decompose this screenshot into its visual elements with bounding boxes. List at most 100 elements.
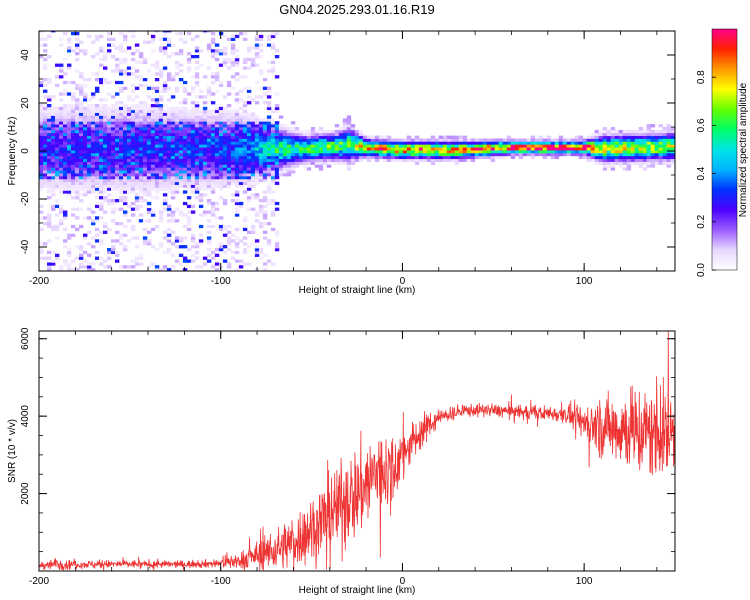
spectrogram-cell bbox=[334, 129, 340, 134]
spectrogram-cell bbox=[210, 55, 216, 59]
spectrogram-cell bbox=[194, 83, 200, 88]
spectrogram-cell bbox=[174, 176, 180, 180]
spectrogram-cell bbox=[83, 115, 88, 119]
spectrogram-cell bbox=[138, 256, 144, 260]
spectrogram-cell bbox=[79, 150, 84, 154]
spectrogram-cell bbox=[158, 170, 164, 174]
spectrogram-cell bbox=[107, 173, 112, 177]
spectrogram-cell bbox=[254, 138, 260, 142]
spectrogram-cell bbox=[222, 95, 228, 99]
spectrogram-cell bbox=[374, 155, 380, 160]
spectrogram-cell bbox=[39, 242, 44, 246]
spectrogram-cell bbox=[142, 129, 148, 134]
spectrogram-cell bbox=[107, 250, 112, 255]
spectrogram-cell bbox=[51, 190, 56, 194]
spectrogram-cell bbox=[142, 190, 148, 194]
spectrogram-cell bbox=[123, 178, 128, 183]
spectrogram-cell bbox=[242, 190, 248, 194]
spectrogram-cell bbox=[246, 121, 252, 125]
spectrogram-cell bbox=[51, 144, 56, 148]
spectrogram-cell bbox=[190, 245, 196, 249]
spectrogram-cell bbox=[234, 184, 240, 188]
spectrogram-cell bbox=[578, 135, 584, 139]
spectrogram-cell bbox=[150, 129, 156, 134]
spectrogram-cell bbox=[123, 132, 128, 137]
spectrogram-cell bbox=[594, 161, 600, 165]
spectrogram-cell bbox=[166, 72, 172, 76]
spectrogram-cell bbox=[79, 40, 84, 44]
spectrogram-cell bbox=[274, 104, 280, 108]
spectrogram-cell bbox=[178, 184, 184, 188]
spectrogram-cell bbox=[79, 92, 84, 96]
spectrogram-cell bbox=[646, 138, 652, 142]
spectrogram-cell bbox=[71, 181, 76, 185]
spectrogram-cell bbox=[111, 161, 116, 165]
spectrogram-cell bbox=[618, 144, 624, 148]
spectrogram-cell bbox=[558, 150, 564, 154]
spectrogram-cell bbox=[67, 92, 72, 96]
spectrogram-cell bbox=[138, 199, 144, 203]
spectrogram-cell bbox=[170, 178, 176, 183]
spectrogram-cell bbox=[186, 178, 192, 183]
spectrogram-cell bbox=[67, 178, 72, 183]
spectrogram-cell bbox=[83, 78, 88, 82]
spectrogram-cell bbox=[59, 210, 64, 214]
spectrogram-cell bbox=[610, 132, 616, 137]
spectrogram-cell bbox=[338, 147, 344, 151]
spectrogram-cell bbox=[610, 155, 616, 160]
spectrogram-cell bbox=[150, 144, 156, 148]
spectrogram-cell bbox=[115, 118, 120, 122]
spectrogram-cell bbox=[123, 190, 128, 194]
spectrogram-cell bbox=[178, 167, 184, 171]
spectrogram-cell bbox=[39, 176, 44, 180]
spectrogram-cell bbox=[462, 138, 468, 142]
spectrogram-cell bbox=[442, 144, 448, 148]
spectrogram-cell bbox=[206, 230, 212, 234]
spectrogram-cell bbox=[55, 144, 60, 148]
spectrogram-cell bbox=[67, 150, 72, 154]
spectrogram-cell bbox=[642, 150, 648, 154]
spectrogram-cell bbox=[154, 104, 160, 108]
spectrogram-cell bbox=[134, 187, 140, 191]
spectrogram-cell bbox=[474, 138, 480, 142]
spectrogram-cell bbox=[79, 72, 84, 76]
spectrogram-cell bbox=[111, 55, 116, 59]
spectrogram-cell bbox=[158, 176, 164, 180]
spectrogram-cell bbox=[162, 109, 168, 113]
spectrogram-cell bbox=[590, 138, 596, 142]
spectrogram-cell bbox=[95, 112, 100, 116]
spectrogram-cell bbox=[250, 193, 256, 197]
spectrogram-cell bbox=[186, 184, 192, 188]
spectrogram-cell bbox=[43, 242, 48, 246]
spectrogram-cell bbox=[138, 158, 144, 162]
spectrogram-cell bbox=[422, 147, 428, 151]
spectrogram-cell bbox=[230, 132, 236, 137]
spectrogram-cell bbox=[298, 132, 304, 137]
spectrogram-cell bbox=[330, 135, 336, 139]
spectrogram-cell bbox=[538, 147, 544, 151]
spectrogram-cell bbox=[462, 147, 468, 151]
spectrogram-cell bbox=[466, 141, 472, 145]
spectrogram-cell bbox=[210, 184, 216, 188]
spectrogram-cell bbox=[494, 138, 500, 142]
spectrogram-cell bbox=[146, 158, 152, 162]
spectrogram-cell bbox=[554, 141, 560, 145]
spectrogram-cell bbox=[39, 216, 44, 220]
spectrogram-cell bbox=[162, 268, 168, 271]
spectrogram-cell bbox=[398, 152, 404, 157]
spectrogram-cell bbox=[83, 112, 88, 116]
spectrogram-cell bbox=[87, 178, 92, 183]
spectrogram-cell bbox=[234, 141, 240, 145]
spectrogram-cell bbox=[142, 57, 148, 62]
spectrogram-cell bbox=[270, 66, 276, 70]
spectrogram-cell bbox=[222, 34, 228, 39]
spectrogram-cell bbox=[202, 121, 208, 125]
spectrogram-cell bbox=[130, 118, 136, 122]
spectrogram-cell bbox=[206, 150, 212, 154]
spectrogram-cell bbox=[170, 219, 176, 223]
chart-title: GN04.2025.293.01.16.R19 bbox=[279, 2, 434, 17]
spectrogram-cell bbox=[626, 138, 632, 142]
spectrogram-cell bbox=[59, 109, 64, 113]
spectrogram-cell bbox=[99, 152, 104, 157]
spectrogram-cell bbox=[214, 173, 220, 177]
